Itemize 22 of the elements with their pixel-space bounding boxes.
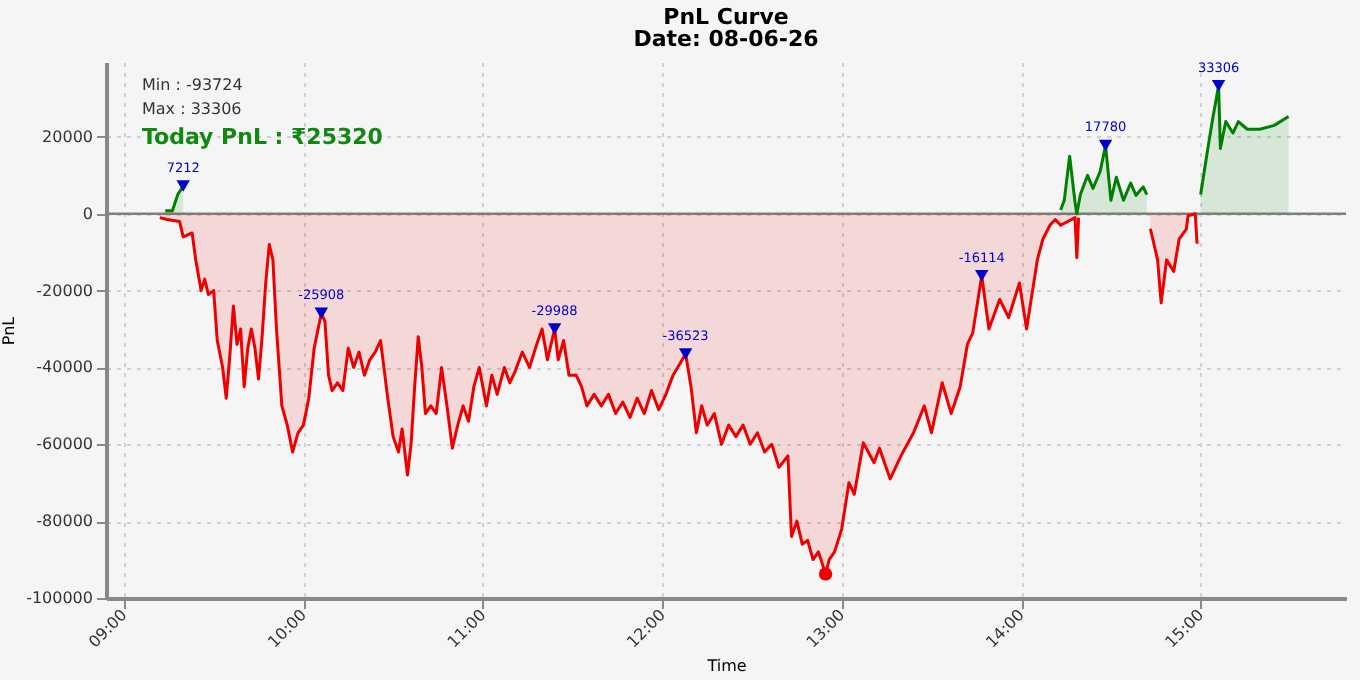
point bbox=[818, 567, 833, 581]
y-axis-title: PnL bbox=[0, 315, 19, 346]
point bbox=[975, 269, 989, 282]
y-tick-label: -80000 bbox=[36, 512, 93, 531]
point bbox=[1098, 139, 1113, 152]
y-tick-label: -20000 bbox=[36, 281, 93, 300]
point bbox=[547, 323, 562, 335]
point bbox=[176, 180, 190, 192]
y-tick-label: 20000 bbox=[42, 127, 93, 146]
y-tick-label: -60000 bbox=[36, 435, 93, 454]
point bbox=[678, 348, 693, 360]
y-tick-label: -40000 bbox=[36, 358, 93, 377]
annotation: Max : 33306 bbox=[142, 100, 242, 118]
annotation: Min : -93724 bbox=[142, 76, 243, 94]
chart-title: PnL Curve bbox=[663, 3, 789, 30]
x-axis-title: Time bbox=[705, 657, 747, 676]
annotation: Today PnL : ₹25320 bbox=[142, 124, 384, 150]
y-tick-label: -100000 bbox=[26, 589, 93, 607]
chart-subtitle: Date: 08-06-26 bbox=[633, 25, 820, 52]
y-tick-label: 0 bbox=[82, 204, 93, 223]
point bbox=[1211, 79, 1226, 92]
point bbox=[314, 307, 329, 320]
